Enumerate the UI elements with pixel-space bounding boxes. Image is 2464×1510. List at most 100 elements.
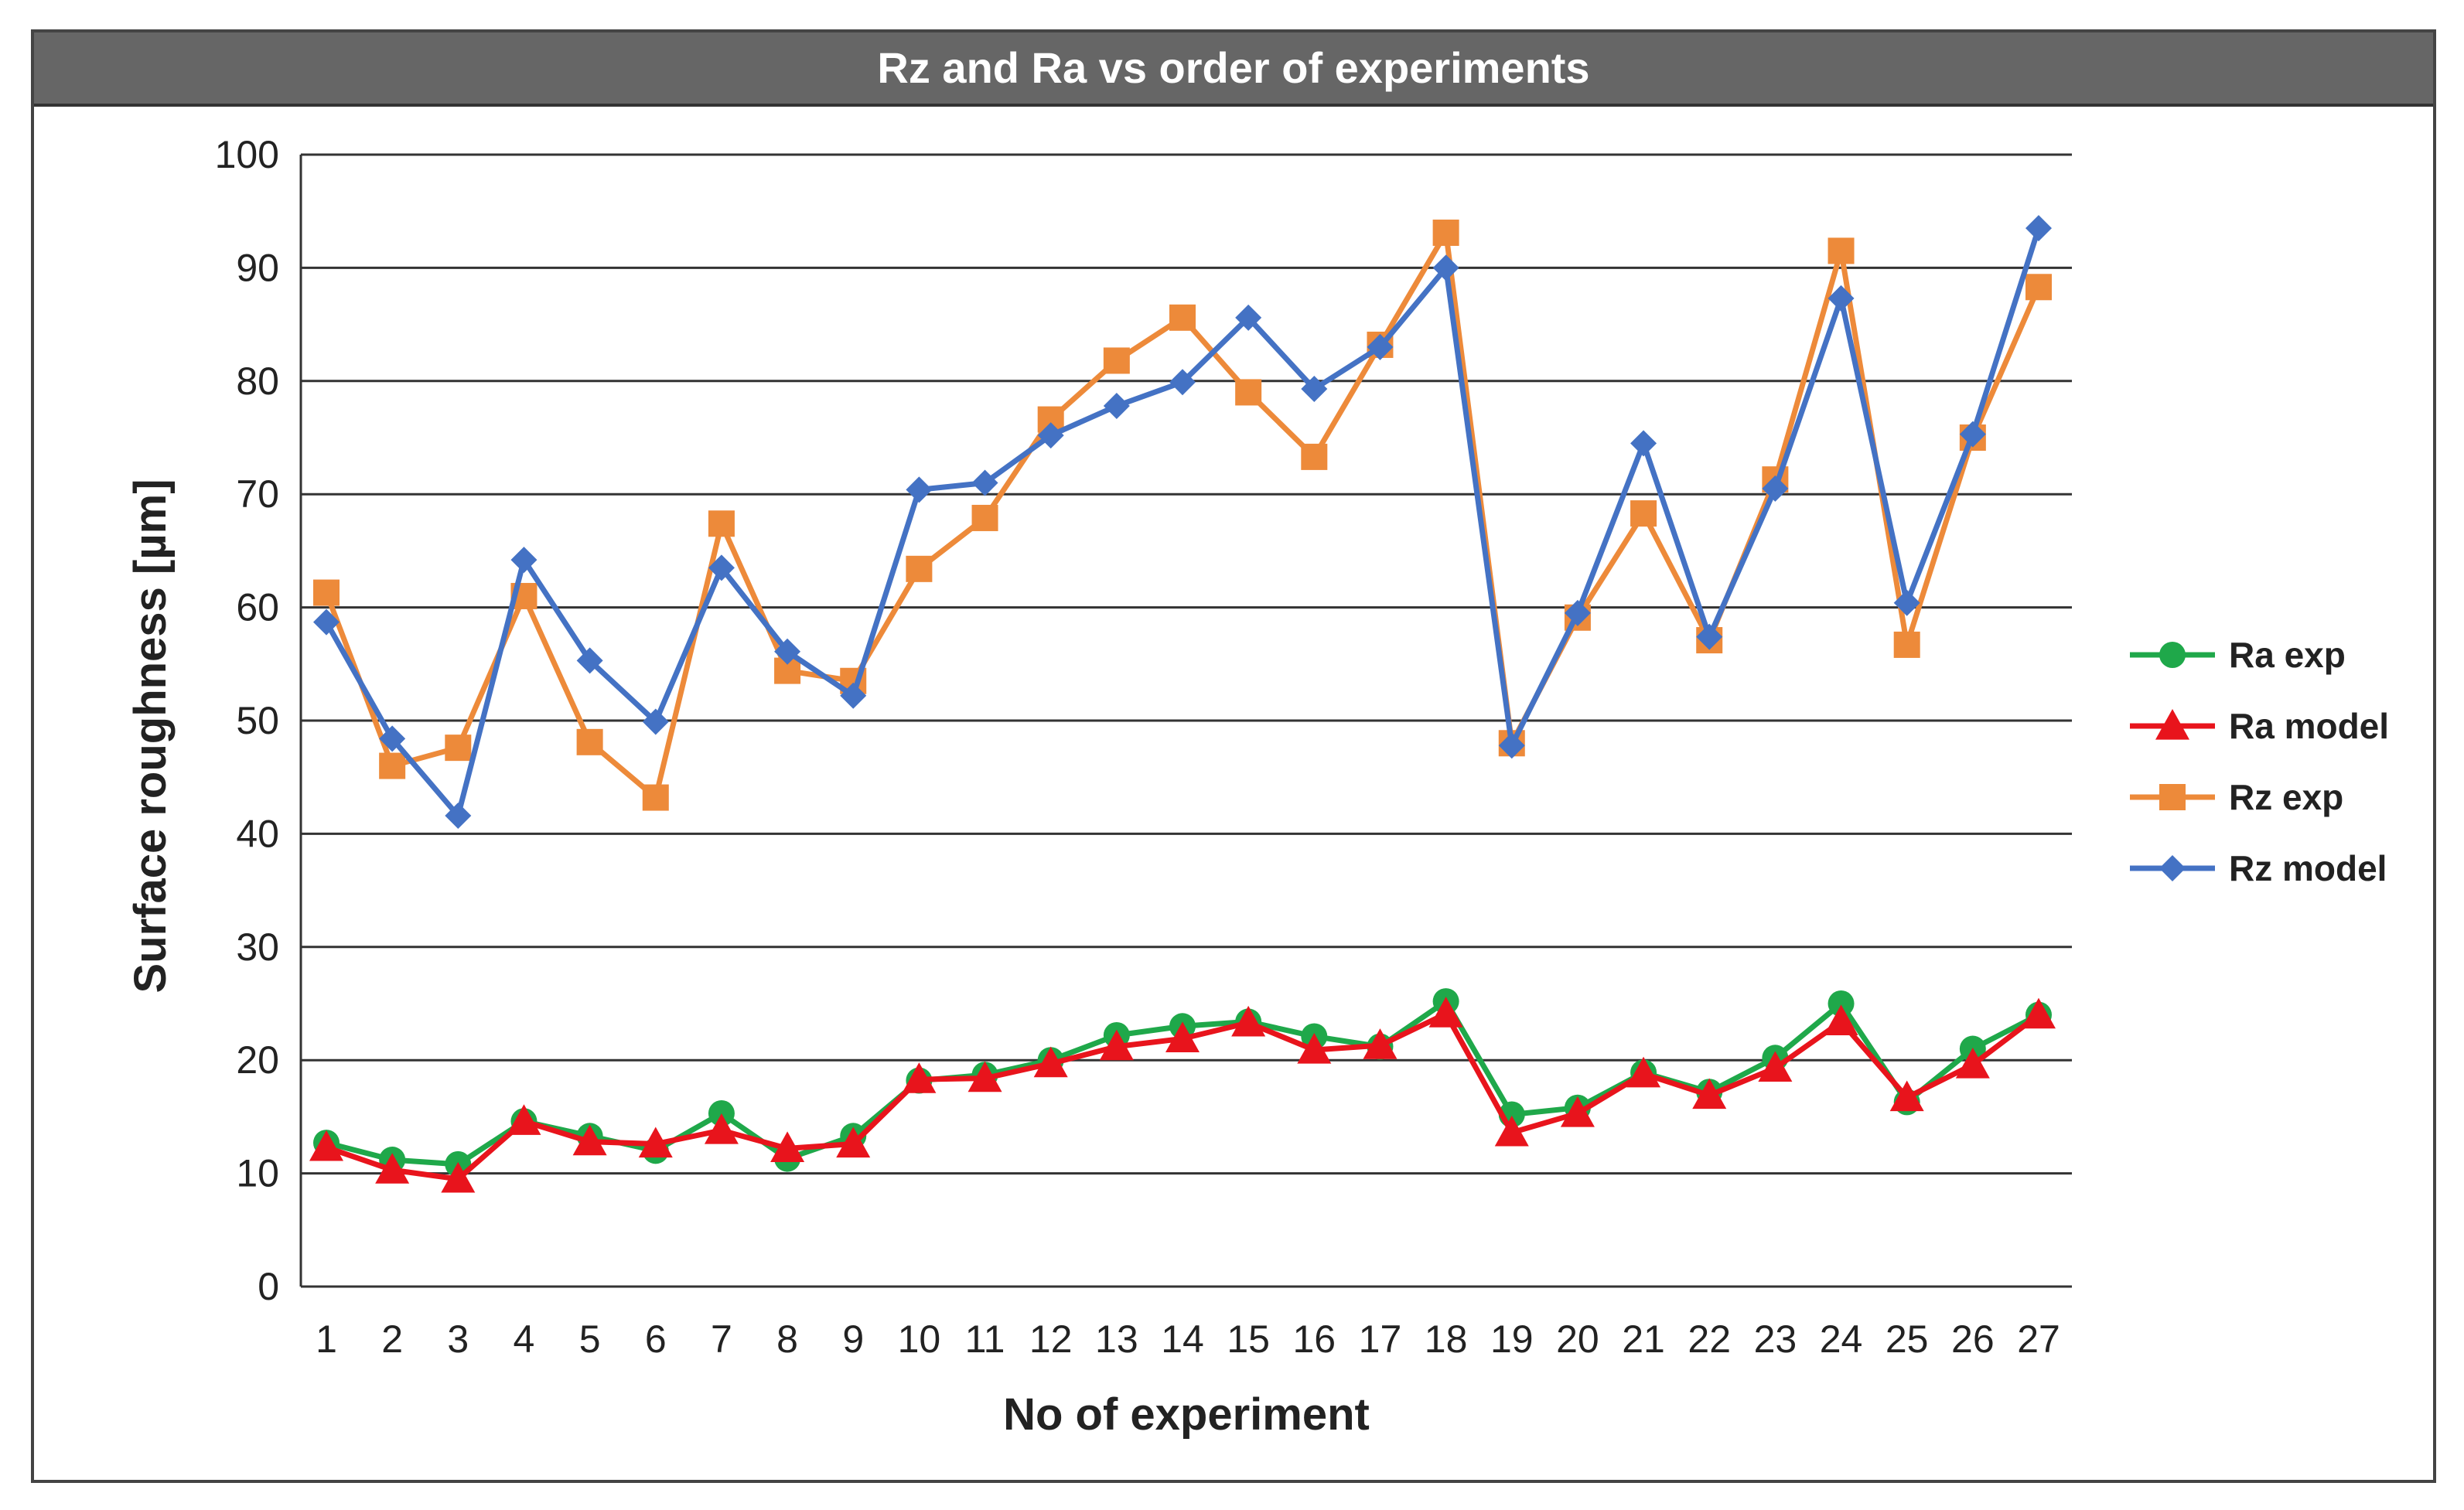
chart-frame: Rz and Ra vs order of experiments 0 10 20 3… <box>31 29 2436 1483</box>
x-tick-label: 7 <box>711 1317 732 1361</box>
data-point-ra-model <box>704 1113 739 1144</box>
legend-swatch-marker <box>2159 784 2186 810</box>
x-tick-label: 1 <box>316 1317 337 1361</box>
y-tick-label: 60 <box>236 586 279 629</box>
data-point-ra-model <box>1494 1115 1529 1147</box>
data-point-rz-model <box>971 469 998 496</box>
data-point-rz-model <box>1564 599 1591 626</box>
data-point-rz-exp <box>1103 347 1130 374</box>
x-tick-label: 16 <box>1292 1317 1336 1361</box>
data-point-rz-model <box>1630 430 1657 457</box>
data-point-rz-exp <box>642 784 669 811</box>
series-rz-model <box>313 215 2052 829</box>
data-point-ra-model <box>1297 1033 1332 1064</box>
x-tick-label: 3 <box>447 1317 469 1361</box>
data-point-ra-model <box>1692 1078 1727 1109</box>
series-rz-exp <box>313 220 2052 811</box>
data-point-rz-exp <box>1235 379 1262 406</box>
data-point-ra-model <box>441 1161 476 1193</box>
data-point-rz-model <box>1037 422 1064 449</box>
data-point-rz-model <box>379 725 406 752</box>
data-point-rz-model <box>1103 393 1130 420</box>
data-point-rz-exp <box>1301 443 1328 470</box>
data-point-rz-model <box>1432 254 1459 281</box>
y-tick-label: 30 <box>236 925 279 969</box>
data-point-rz-model <box>1498 732 1525 759</box>
x-tick-label: 10 <box>898 1317 941 1361</box>
y-tick-label: 90 <box>236 246 279 289</box>
data-point-ra-model <box>902 1062 937 1093</box>
x-tick-label: 24 <box>1820 1317 1863 1361</box>
y-tick-label: 100 <box>215 133 279 176</box>
data-point-ra-model <box>309 1130 343 1161</box>
data-point-rz-exp <box>1169 304 1196 331</box>
legend-label: Ra model <box>2229 706 2389 746</box>
data-point-ra-model <box>1363 1028 1398 1059</box>
legend-item-rz-exp: Rz exp <box>2130 777 2343 817</box>
data-point-rz-model <box>708 554 735 581</box>
x-tick-label: 27 <box>2017 1317 2060 1361</box>
legend-item-rz-model: Rz model <box>2130 848 2387 888</box>
legend-swatch-marker <box>2159 642 2186 668</box>
data-point-rz-model <box>840 682 867 709</box>
data-point-ra-model <box>968 1061 1002 1092</box>
data-point-ra-exp <box>1828 990 1855 1017</box>
data-point-rz-model <box>445 802 472 829</box>
data-point-ra-model <box>1033 1046 1068 1078</box>
legend-swatch-marker <box>2159 855 2186 881</box>
x-tick-label: 23 <box>1754 1317 1797 1361</box>
x-tick-label: 25 <box>1886 1317 1929 1361</box>
y-tick-label: 50 <box>236 699 279 742</box>
data-point-rz-exp <box>708 510 735 537</box>
data-point-rz-model <box>1959 421 1986 448</box>
data-point-rz-model <box>313 608 340 636</box>
chart-title: Rz and Ra vs order of experiments <box>34 32 2433 107</box>
data-point-ra-model <box>1955 1048 1990 1079</box>
data-point-ra-model <box>375 1153 410 1184</box>
series-ra-model <box>309 997 2056 1193</box>
data-point-ra-model <box>836 1127 871 1158</box>
data-point-ra-model <box>1824 1004 1858 1036</box>
data-point-ra-model <box>1758 1051 1793 1082</box>
data-point-rz-model <box>1828 285 1855 312</box>
x-tick-label: 22 <box>1688 1317 1731 1361</box>
data-point-ra-model <box>507 1104 541 1135</box>
data-point-rz-model <box>1169 369 1196 396</box>
x-tick-label: 18 <box>1425 1317 1468 1361</box>
x-tick-label: 4 <box>514 1317 535 1361</box>
data-point-rz-model <box>1367 333 1394 360</box>
x-tick-label: 6 <box>645 1317 667 1361</box>
data-point-rz-model <box>510 547 538 574</box>
data-point-ra-model <box>1099 1029 1134 1061</box>
data-point-rz-exp <box>906 555 933 582</box>
data-point-rz-model <box>1301 376 1328 403</box>
data-point-rz-exp <box>379 752 406 779</box>
data-point-rz-model <box>1696 623 1723 650</box>
y-tick-labels: 0 10 20 30 40 50 60 70 80 90 100 <box>215 133 279 1308</box>
x-tick-label: 5 <box>579 1317 601 1361</box>
data-point-ra-model <box>1231 1005 1266 1037</box>
legend-item-ra-exp: Ra exp <box>2130 635 2346 675</box>
x-tick-label: 9 <box>842 1317 864 1361</box>
data-point-ra-model <box>1560 1096 1595 1127</box>
x-tick-label: 15 <box>1227 1317 1270 1361</box>
data-point-ra-model <box>572 1124 607 1156</box>
data-point-rz-exp <box>1432 220 1459 247</box>
data-point-ra-model <box>638 1127 673 1158</box>
series-ra-exp <box>313 988 2052 1178</box>
legend-item-ra-model: Ra model <box>2130 706 2389 746</box>
data-point-rz-model <box>576 647 603 674</box>
x-tick-label: 17 <box>1359 1317 1402 1361</box>
x-tick-label: 13 <box>1095 1317 1138 1361</box>
data-point-rz-model <box>2025 215 2052 242</box>
x-tick-labels: 1 2 3 4 5 6 7 8 9 10 11 12 13 14 15 16 17 18 19 20 21 22 23 24 2… <box>316 1317 2060 1361</box>
legend-label: Rz exp <box>2229 777 2343 817</box>
data-point-rz-exp <box>313 579 340 606</box>
data-point-rz-model <box>642 708 669 735</box>
y-tick-label: 70 <box>236 472 279 516</box>
data-point-ra-model <box>2022 997 2056 1029</box>
data-point-rz-exp <box>1630 500 1657 527</box>
x-tick-label: 11 <box>965 1317 1005 1361</box>
data-point-rz-exp <box>1893 631 1920 658</box>
